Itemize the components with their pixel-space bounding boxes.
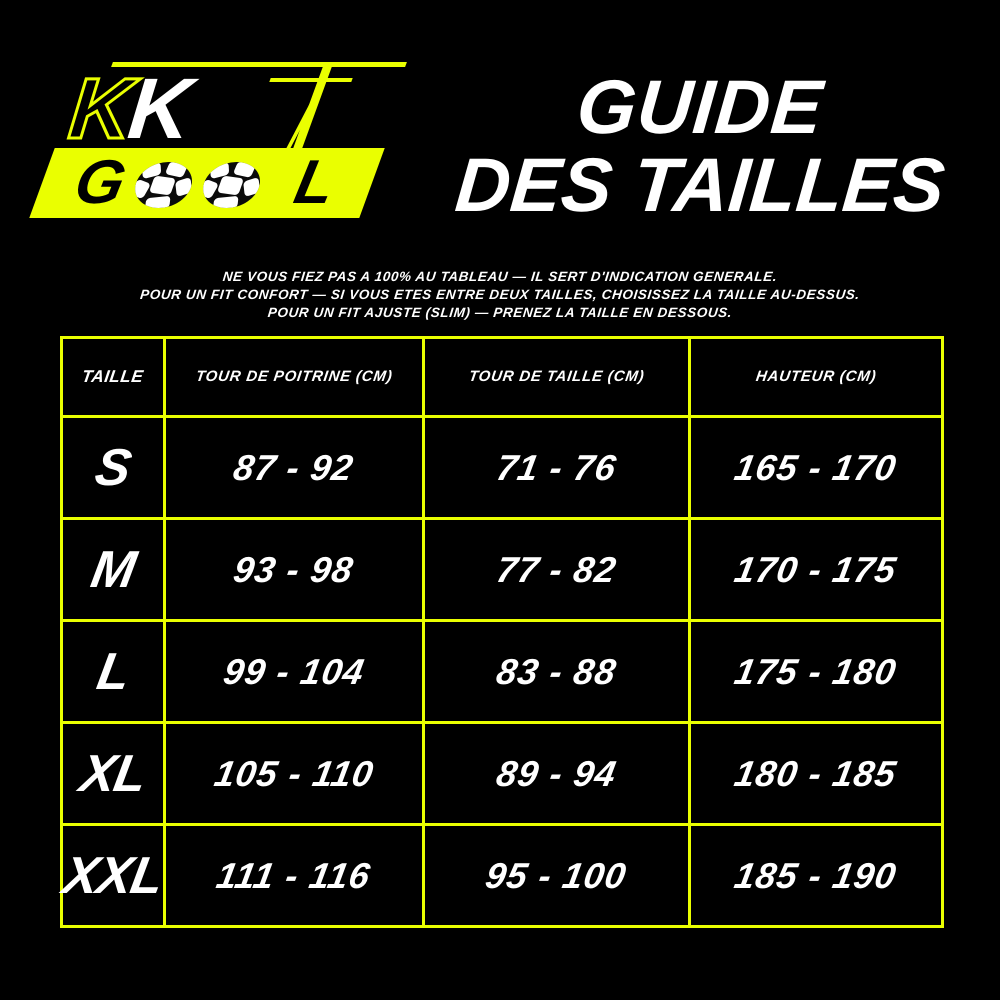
cell-waist: 89 - 94: [422, 721, 691, 826]
logo-gool-letter-g: G: [68, 148, 130, 217]
page-header: KK G L GUIDE DE: [0, 0, 1000, 260]
table-row: XL 105 - 110 89 - 94 180 - 185: [60, 721, 944, 826]
ball-patch-top-right: [232, 162, 256, 178]
cell-size: XXL: [58, 823, 168, 928]
brand-logo: KK G L: [29, 48, 420, 248]
cell-size: L: [60, 619, 166, 724]
cell-height: 170 - 175: [688, 517, 944, 622]
size-value: S: [91, 438, 135, 497]
table-header-row: TAILLE TOUR DE POITRINE (CM) TOUR DE TAI…: [60, 336, 944, 418]
page-title: GUIDE DES TAILLES: [440, 65, 960, 229]
sizing-notes: NE VOUS FIEZ PAS A 100% AU TABLEAU — IL …: [0, 268, 1000, 321]
cell-size: M: [60, 517, 166, 622]
table-row: S 87 - 92 71 - 76 165 - 170: [60, 415, 944, 520]
size-value: L: [92, 642, 134, 701]
ball-patch-right: [175, 177, 193, 197]
height-value: 185 - 190: [731, 854, 901, 896]
sizing-note-line: NE VOUS FIEZ PAS A 100% AU TABLEAU — IL …: [222, 269, 779, 284]
cell-chest: 99 - 104: [163, 619, 425, 724]
cell-waist: 77 - 82: [422, 517, 691, 622]
cell-waist: 95 - 100: [422, 823, 691, 928]
waist-value: 77 - 82: [493, 548, 620, 590]
ball-patch-right: [243, 177, 261, 197]
waist-value: 71 - 76: [493, 446, 620, 488]
size-chart-table: TAILLE TOUR DE POITRINE (CM) TOUR DE TAI…: [58, 336, 944, 928]
height-value: 175 - 180: [731, 650, 901, 692]
column-header-height-label: HAUTEUR (CM): [754, 368, 878, 385]
cell-chest: 93 - 98: [163, 517, 425, 622]
height-value: 170 - 175: [731, 548, 901, 590]
chest-value: 105 - 110: [211, 752, 377, 794]
page-title-line-2: DES TAILLES: [452, 143, 948, 229]
logo-k-outline: K: [63, 60, 135, 159]
height-value: 165 - 170: [731, 446, 901, 488]
waist-value: 83 - 88: [493, 650, 620, 692]
column-header-size: TAILLE: [60, 336, 166, 418]
seven-top-stroke: [269, 78, 353, 82]
chest-value: 87 - 92: [230, 446, 358, 488]
cell-waist: 71 - 76: [422, 415, 691, 520]
cell-height: 175 - 180: [688, 619, 944, 724]
cell-height: 180 - 185: [688, 721, 944, 826]
size-value: XL: [75, 744, 151, 803]
sizing-note-line: POUR UN FIT AJUSTE (SLIM) — PRENEZ LA TA…: [267, 304, 734, 320]
logo-gool-letter-l: L: [288, 148, 340, 217]
cell-size: S: [60, 415, 166, 520]
column-header-waist: TOUR DE TAILLE (CM): [422, 336, 691, 418]
chest-value: 99 - 104: [220, 650, 368, 692]
chest-value: 93 - 98: [230, 548, 358, 590]
logo-kk-wordmark: KK: [63, 60, 193, 159]
logo-k-solid: K: [124, 61, 194, 157]
ball-patch-left: [130, 178, 152, 200]
column-header-waist-label: TOUR DE TAILLE (CM): [467, 368, 646, 385]
ball-patch-center: [148, 175, 177, 196]
size-value: M: [86, 540, 140, 599]
ball-patch-bottom: [212, 195, 239, 208]
cell-chest: 111 - 116: [163, 823, 425, 928]
page-title-line-1: GUIDE: [573, 65, 827, 150]
waist-value: 89 - 94: [493, 752, 620, 794]
ball-patch-center: [216, 175, 245, 196]
cell-chest: 87 - 92: [163, 415, 425, 520]
size-value: XXL: [58, 846, 168, 905]
column-header-chest: TOUR DE POITRINE (CM): [163, 336, 425, 418]
soccer-ball-icon: [130, 162, 197, 208]
cell-size: XL: [60, 721, 166, 826]
waist-value: 95 - 100: [482, 854, 631, 896]
cell-height: 185 - 190: [688, 823, 944, 928]
column-header-chest-label: TOUR DE POITRINE (CM): [194, 368, 394, 385]
ball-patch-top-right: [164, 162, 188, 178]
logo-gool-wordmark: G L: [67, 148, 401, 217]
column-header-height: HAUTEUR (CM): [688, 336, 944, 418]
table-row: XXL 111 - 116 95 - 100 185 - 190: [58, 823, 944, 928]
table-row: L 99 - 104 83 - 88 175 - 180: [60, 619, 944, 724]
column-header-size-label: TAILLE: [81, 367, 146, 386]
chest-value: 111 - 116: [213, 854, 375, 896]
ball-patch-bottom: [144, 195, 171, 208]
sizing-note-line: POUR UN FIT CONFORT — SI VOUS ETES ENTRE…: [139, 286, 861, 302]
soccer-ball-icon: [198, 162, 265, 208]
ball-patch-left: [198, 178, 220, 200]
height-value: 180 - 185: [731, 752, 901, 794]
cell-height: 165 - 170: [688, 415, 944, 520]
cell-waist: 83 - 88: [422, 619, 691, 724]
table-row: M 93 - 98 77 - 82 170 - 175: [60, 517, 944, 622]
cell-chest: 105 - 110: [163, 721, 425, 826]
